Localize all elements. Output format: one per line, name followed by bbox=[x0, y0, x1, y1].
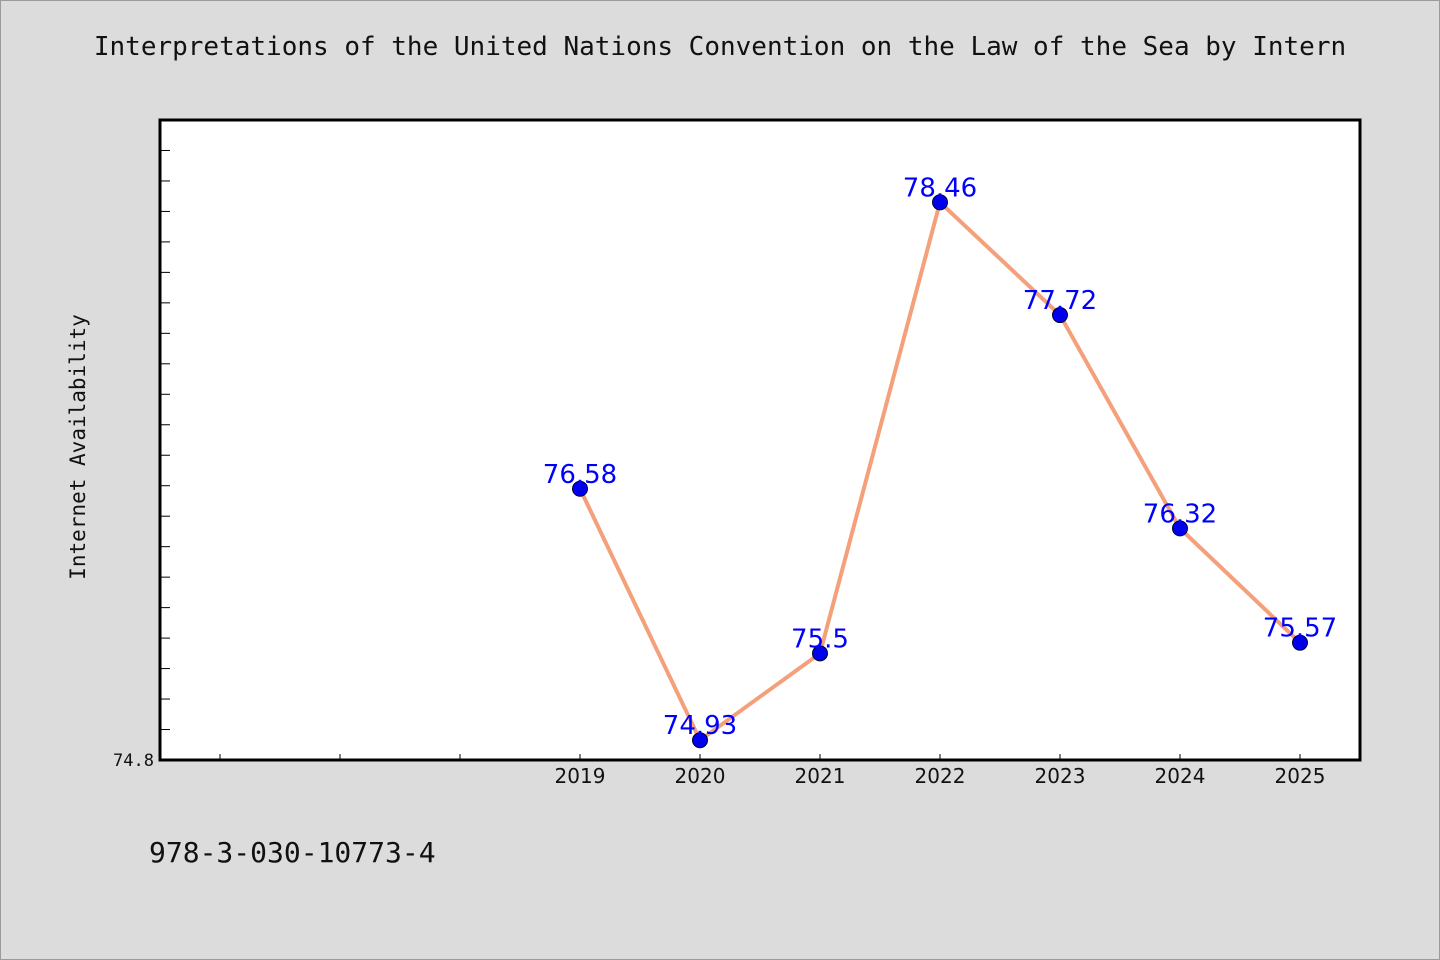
data-point bbox=[692, 732, 708, 749]
data-point bbox=[1292, 634, 1308, 651]
data-label: 78.46 bbox=[903, 173, 977, 203]
x-tick-label: 2019 bbox=[555, 764, 606, 788]
data-point bbox=[812, 645, 828, 662]
data-label: 74.93 bbox=[663, 711, 737, 741]
data-point bbox=[932, 194, 948, 211]
data-point bbox=[572, 480, 588, 497]
x-tick-label: 2025 bbox=[1275, 764, 1326, 788]
plot-area bbox=[158, 118, 1362, 762]
data-label: 76.58 bbox=[543, 460, 617, 490]
chart-title: Interpretations of the United Nations Co… bbox=[93, 32, 1347, 62]
data-point bbox=[1172, 520, 1188, 537]
data-label: 75.57 bbox=[1263, 614, 1337, 644]
x-tick-label: 2024 bbox=[1155, 764, 1206, 788]
x-tick-label: 2020 bbox=[675, 764, 726, 788]
y-tick-label: 74.8 bbox=[113, 751, 154, 771]
footer-isbn: 978-3-030-10773-4 bbox=[149, 836, 436, 869]
x-tick-label: 2023 bbox=[1035, 764, 1086, 788]
data-label: 76.32 bbox=[1143, 499, 1217, 529]
data-label: 75.5 bbox=[791, 624, 849, 654]
data-point bbox=[1052, 307, 1068, 324]
x-tick-label: 2021 bbox=[795, 764, 846, 788]
data-label: 77.72 bbox=[1023, 286, 1097, 316]
x-tick-label: 2022 bbox=[915, 764, 966, 788]
